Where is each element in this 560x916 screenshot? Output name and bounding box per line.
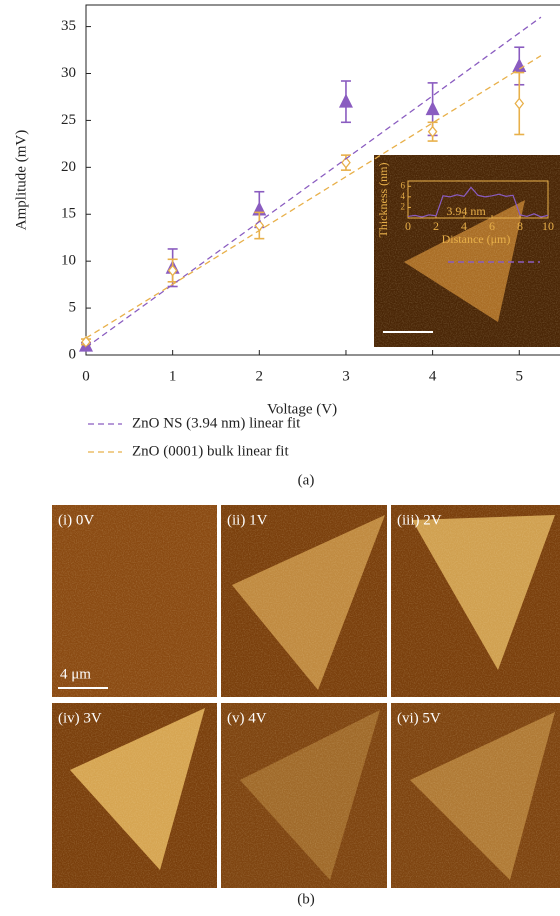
tile-label: (vi) 5V (397, 710, 441, 726)
inset-annotation: 3.94 nm (446, 204, 486, 218)
x-tick-label: 3 (342, 368, 350, 384)
inset-x-tick-label: 6 (489, 219, 495, 233)
y-tick-label: 30 (61, 65, 76, 81)
tile-label: (iv) 3V (58, 710, 102, 726)
inset-x-tick-label: 8 (517, 219, 523, 233)
tile-label: (ii) 1V (227, 512, 268, 528)
marker (427, 125, 438, 138)
texture (221, 505, 387, 697)
inset-y-tick-label: 4 (401, 191, 406, 201)
axes-frame (85, 4, 560, 356)
tile-label: (v) 4V (227, 710, 267, 726)
y-tick-label: 25 (61, 112, 76, 128)
inset-y-tick-label: 2 (401, 201, 406, 211)
legend-label: ZnO (0001) bulk linear fit (132, 443, 289, 459)
scale-bar-label: 4 μm (60, 666, 91, 682)
marker (341, 156, 351, 169)
x-tick-label: 5 (516, 368, 524, 384)
marker (167, 264, 178, 277)
legend-label: ZnO NS (3.94 nm) linear fit (132, 415, 301, 431)
texture (221, 703, 387, 888)
inset-y-tick-label: 6 (401, 180, 406, 190)
y-tick-label: 15 (61, 206, 76, 222)
marker (512, 57, 527, 72)
x-tick-label: 4 (429, 368, 437, 384)
y-tick-label: 0 (69, 346, 77, 362)
y-tick-label: 35 (61, 18, 76, 34)
y-tick-label: 5 (69, 300, 77, 316)
y-tick-label: 10 (61, 253, 76, 269)
inset-y-label: Thickness (nm) (376, 163, 390, 238)
texture (391, 505, 560, 697)
inset-frame (407, 180, 549, 219)
marker (338, 93, 353, 108)
marker (514, 97, 525, 110)
tile-label: (iii) 2V (397, 512, 442, 528)
inset-x-tick-label: 0 (405, 219, 411, 233)
inset-image (374, 155, 560, 347)
y-axis-label: Amplitude (mV) (13, 130, 29, 230)
texture (52, 703, 217, 888)
x-tick-label: 1 (169, 368, 177, 384)
texture (391, 703, 560, 888)
panel-label: (a) (298, 472, 315, 488)
x-tick-label: 2 (256, 368, 264, 384)
marker (425, 101, 440, 116)
x-axis-label: Voltage (V) (267, 401, 337, 417)
inset-x-tick-label: 4 (461, 219, 467, 233)
inset-x-tick-label: 2 (433, 219, 439, 233)
afm-images: (i) 0V (ii) 1V (iii) 2V (iv) 3V (v) 4V (vi) 5… (52, 505, 560, 888)
profile-line (407, 186, 549, 218)
y-tick-label: 20 (61, 159, 76, 175)
x-tick-label: 0 (82, 368, 90, 384)
panel-label: (b) (297, 891, 315, 907)
inset-x-tick-label: 10 (542, 219, 554, 233)
fit-line (85, 16, 542, 349)
texture (52, 505, 217, 697)
inset-x-label: Distance (μm) (442, 232, 511, 246)
tile-label: (i) 0V (58, 512, 94, 528)
